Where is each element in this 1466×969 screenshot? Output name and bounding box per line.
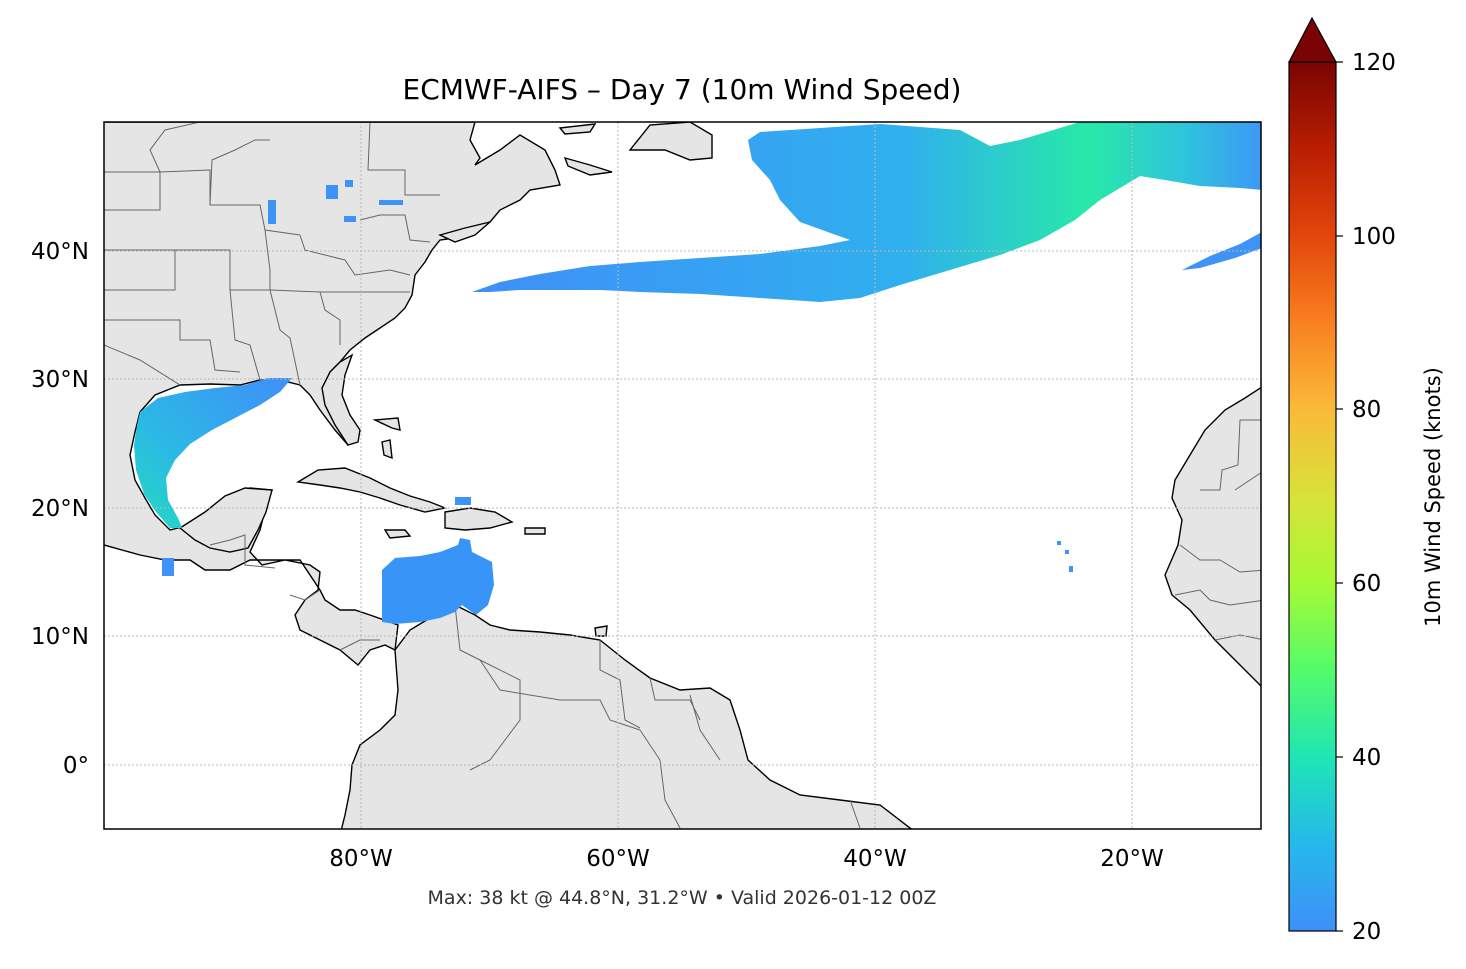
wind-patch-small-10 xyxy=(1069,566,1073,572)
footer-note: Max: 38 kt @ 44.8°N, 31.2°W • Valid 2026… xyxy=(428,887,937,909)
land-trinidad xyxy=(594,625,608,637)
wind-patch-small-1 xyxy=(455,497,471,505)
land-gulf-island xyxy=(563,156,613,176)
gridlines xyxy=(104,122,1261,829)
colorbar-extend-arrow xyxy=(1288,16,1338,63)
wind-gulf-of-mexico xyxy=(134,378,292,528)
colorbar-tick-label-60: 60 xyxy=(1352,571,1381,597)
land-puerto-rico xyxy=(524,527,546,535)
colorbar: 20 40 60 80 100 120 10m Wind Speed (knot… xyxy=(1288,16,1445,945)
lat-tick-labels: 40°N 30°N 20°N 10°N 0° xyxy=(31,239,89,779)
colorbar-tick-label-80: 80 xyxy=(1352,397,1381,423)
wind-east-atlantic-band xyxy=(1182,232,1261,270)
lat-tick-label-30n: 30°N xyxy=(31,367,89,393)
wind-patch-small-3 xyxy=(345,180,353,187)
colorbar-ticks xyxy=(1336,61,1343,932)
land-anticosti xyxy=(558,123,597,135)
lon-tick-label-60w: 60°W xyxy=(586,846,650,872)
wind-speed-fields xyxy=(134,122,1261,624)
lon-tick-label-80w: 80°W xyxy=(329,846,393,872)
map-area xyxy=(104,122,1261,829)
land-newfoundland xyxy=(628,122,713,161)
wind-patch-small-6 xyxy=(379,200,403,205)
political-borders xyxy=(104,122,1261,829)
colorbar-tick-label-20: 20 xyxy=(1352,919,1381,945)
map-frame xyxy=(103,121,1262,830)
lat-tick-label-20n: 20°N xyxy=(31,496,89,522)
land-africa xyxy=(1164,386,1261,687)
land-florida xyxy=(321,353,361,446)
lat-tick-label-10n: 10°N xyxy=(31,624,89,650)
lat-tick-label-0: 0° xyxy=(63,753,89,779)
lon-tick-label-20w: 20°W xyxy=(1100,846,1164,872)
land-nova-scotia xyxy=(437,221,491,243)
wind-patch-small-4 xyxy=(268,200,276,224)
map-title: ECMWF-AIFS – Day 7 (10m Wind Speed) xyxy=(403,73,962,106)
land-yucatan xyxy=(178,487,273,553)
lon-tick-labels: 80°W 60°W 40°W 20°W xyxy=(329,846,1164,872)
wind-patch-small-9 xyxy=(1065,550,1069,554)
wind-patch-small-2 xyxy=(326,185,338,199)
colorbar-tick-label-100: 100 xyxy=(1352,224,1396,250)
colorbar-gradient xyxy=(1288,61,1337,932)
lon-tick-label-40w: 40°W xyxy=(843,846,907,872)
land-hispaniola xyxy=(444,507,514,531)
colorbar-tick-label-120: 120 xyxy=(1352,50,1396,76)
wind-north-atlantic-jet xyxy=(472,122,1261,302)
wind-caribbean-sea xyxy=(382,538,494,624)
colorbar-label: 10m Wind Speed (knots) xyxy=(1421,367,1445,627)
lat-tick-label-40n: 40°N xyxy=(31,239,89,265)
colorbar-tick-label-40: 40 xyxy=(1352,745,1381,771)
land-jamaica xyxy=(383,529,412,539)
land-south-america xyxy=(340,604,913,829)
wind-patch-small-7 xyxy=(344,216,356,222)
land-bahamas xyxy=(372,417,401,460)
wind-patch-small-8 xyxy=(1057,541,1061,545)
wind-patch-small-5 xyxy=(162,558,174,576)
